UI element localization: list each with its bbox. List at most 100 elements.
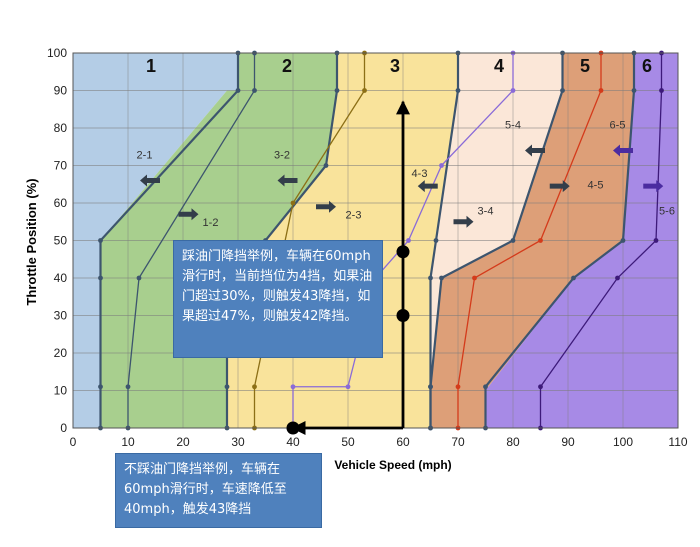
shift-point-5-6: [571, 275, 576, 281]
gear-label-1: 1: [146, 56, 156, 76]
shift-point-2-1: [136, 275, 142, 281]
x-tick-label: 100: [613, 435, 633, 449]
y-tick-label: 60: [54, 196, 68, 210]
y-tick-label: 10: [54, 384, 68, 398]
x-tick-label: 90: [561, 435, 575, 449]
shift-point-4-3: [406, 238, 411, 243]
shift-point-2-1: [125, 384, 131, 390]
y-tick-label: 0: [60, 421, 67, 435]
shift-point-4-3: [290, 384, 296, 390]
shift-arrow-5-6: [643, 180, 664, 193]
shift-arrow-2-1: [140, 174, 160, 187]
shift-arrow-3-4: [453, 215, 474, 228]
x-tick-label: 30: [231, 435, 245, 449]
shift-label-5-4: 5-4: [505, 119, 521, 131]
gear-labels: 1 2 3 4 5 6: [146, 56, 652, 76]
axes: 0 10 20 30 40 50 60 70 80 90 100 110010203040506070…: [47, 46, 688, 449]
highlight-marker-1: [396, 245, 410, 259]
x-tick-label: 10: [121, 435, 135, 449]
shift-point-4-5: [439, 275, 444, 281]
shift-point-2-3: [224, 384, 230, 390]
shift-label-6-5: 6-5: [610, 119, 626, 131]
shift-point-1-2: [235, 88, 241, 93]
shift-point-6-5: [653, 238, 659, 243]
shift-label-4-5: 4-5: [588, 179, 604, 191]
x-tick-label: 80: [506, 435, 520, 449]
shift-point-5-4: [455, 384, 461, 390]
shift-arrow-2-3: [316, 200, 336, 213]
throttle-downshift-callout: 踩油门降挡举例，车辆在60mph滑行时，当前挡位为4挡，如果油门超过30%，则触…: [173, 240, 383, 358]
y-tick-label: 100: [47, 46, 67, 60]
y-axis-title: Throttle Position (%): [24, 178, 39, 305]
y-tick-label: 20: [54, 346, 68, 360]
shift-point-2-3: [334, 88, 340, 93]
x-axis-title: Vehicle Speed (mph): [334, 458, 451, 472]
y-tick-label: 80: [54, 121, 68, 135]
shift-arrow-6-5: [613, 144, 633, 157]
shift-point-3-4: [455, 88, 461, 93]
shift-label-4-3: 4-3: [412, 168, 428, 180]
shift-label-2-3: 2-3: [346, 209, 362, 221]
y-tick-label: 50: [54, 234, 68, 248]
shift-point-6-5: [538, 384, 543, 390]
shift-point-1-2: [98, 275, 103, 281]
x-tick-label: 50: [341, 435, 355, 449]
shift-arrow-3-2: [277, 174, 298, 187]
gear-label-5: 5: [580, 56, 590, 76]
shift-point-2-1: [252, 88, 257, 93]
shift-line-1-2: [99, 53, 240, 428]
shift-line-6-5: [539, 53, 663, 428]
shift-point-5-6: [620, 238, 626, 243]
highlight-arrows: [286, 100, 410, 435]
y-tick-label: 70: [54, 159, 68, 173]
shift-label-2-1: 2-1: [137, 149, 153, 161]
shift-line-4-5: [429, 53, 564, 428]
coast-downshift-callout: 不踩油门降挡举例，车辆在60mph滑行时，车速降低至40mph，触发43降挡: [115, 453, 322, 528]
shift-point-4-3: [510, 88, 516, 93]
shift-point-4-3: [345, 384, 351, 390]
shift-point-3-4: [433, 238, 439, 243]
x-tick-label: 40: [286, 435, 300, 449]
shift-point-3-2: [290, 200, 296, 206]
x-tick-label: 110: [668, 435, 687, 449]
gear-region-1: [73, 53, 238, 428]
shift-point-2-3: [323, 163, 329, 168]
y-tick-label: 30: [54, 309, 68, 323]
shift-point-4-5: [560, 88, 565, 93]
gear-label-6: 6: [642, 56, 652, 76]
shift-point-6-5: [615, 275, 620, 281]
shift-arrow-1-2: [178, 208, 199, 221]
shift-point-4-3: [439, 163, 444, 168]
shift-point-5-6: [631, 88, 637, 93]
shift-labels: 2-1 1-2 3-2 2-3 4-3 3-4 5-4 4-5 6-5 5-6: [137, 119, 675, 229]
shift-point-4-5: [428, 384, 433, 390]
shift-point-3-2: [252, 384, 257, 390]
shift-label-5-6: 5-6: [659, 206, 675, 218]
shift-point-5-6: [483, 384, 488, 390]
shift-label-3-4: 3-4: [478, 206, 494, 218]
shift-point-5-4: [538, 238, 543, 243]
gear-label-3: 3: [390, 56, 400, 76]
y-tick-label: 90: [54, 84, 68, 98]
shift-line-4-3: [292, 53, 514, 428]
shift-point-5-4: [598, 88, 604, 93]
shift-line-5-6: [484, 53, 636, 428]
highlight-marker-2: [396, 309, 410, 322]
shift-arrow-5-4: [525, 144, 545, 157]
shift-point-3-2: [362, 88, 367, 93]
x-tick-label: 20: [176, 435, 190, 449]
shift-arrow-4-5: [549, 180, 570, 193]
shift-point-1-2: [98, 384, 103, 390]
shift-point-4-5: [510, 238, 516, 243]
shift-point-5-4: [472, 275, 477, 281]
shift-point-6-5: [659, 88, 664, 93]
shift-point-1-2: [98, 238, 103, 243]
gear-label-4: 4: [494, 56, 504, 76]
shift-arrow-4-3: [417, 180, 438, 193]
shift-point-3-4: [428, 275, 433, 281]
shift-label-1-2: 1-2: [203, 217, 219, 229]
gear-label-2: 2: [282, 56, 292, 76]
x-tick-label: 0: [70, 435, 77, 449]
x-tick-label: 60: [396, 435, 410, 449]
y-tick-label: 40: [54, 271, 68, 285]
